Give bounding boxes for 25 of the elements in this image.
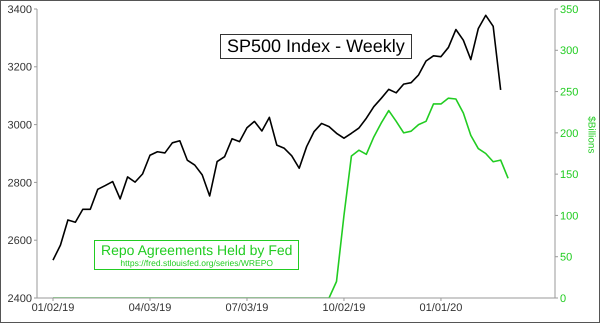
line-series — [52, 97, 509, 298]
x-tick-label: 01/02/19 — [32, 302, 74, 314]
text: SP500 Index - Weekly — [220, 34, 412, 59]
y-tick-label: 2600 — [8, 235, 32, 248]
x-tick-label: 10/02/19 — [322, 302, 366, 314]
y2-tick-label: 100 — [560, 210, 578, 222]
y2-tick-label: 300 — [560, 45, 578, 58]
y2-axis-title: $Billions — [585, 116, 596, 154]
y2-tick-label: 0 — [560, 292, 566, 305]
y-tick-label: 2400 — [8, 292, 32, 305]
x-tick-label: 04/03/19 — [128, 302, 172, 314]
y-tick-label: 3200 — [8, 62, 32, 74]
y2-tick-label: 250 — [560, 86, 578, 98]
y2-tick-label: 200 — [560, 128, 578, 140]
y2-tick-label: 350 — [560, 4, 578, 16]
x-tick-label: 01/01/20 — [420, 302, 462, 314]
x-tick-label: 07/03/19 — [226, 302, 268, 314]
y-tick-label: 3400 — [8, 4, 32, 16]
y2-tick-label: 150 — [560, 169, 578, 182]
y-tick-label: 3000 — [8, 120, 32, 132]
line-series — [52, 14, 502, 261]
text: Repo Agreements Held by Fed — [101, 242, 292, 258]
y2-tick-label: 50 — [560, 252, 572, 264]
annotation: https://fred.stlouisfed.org/series/WREPO — [119, 258, 274, 268]
y-tick-label: 2800 — [8, 177, 32, 190]
